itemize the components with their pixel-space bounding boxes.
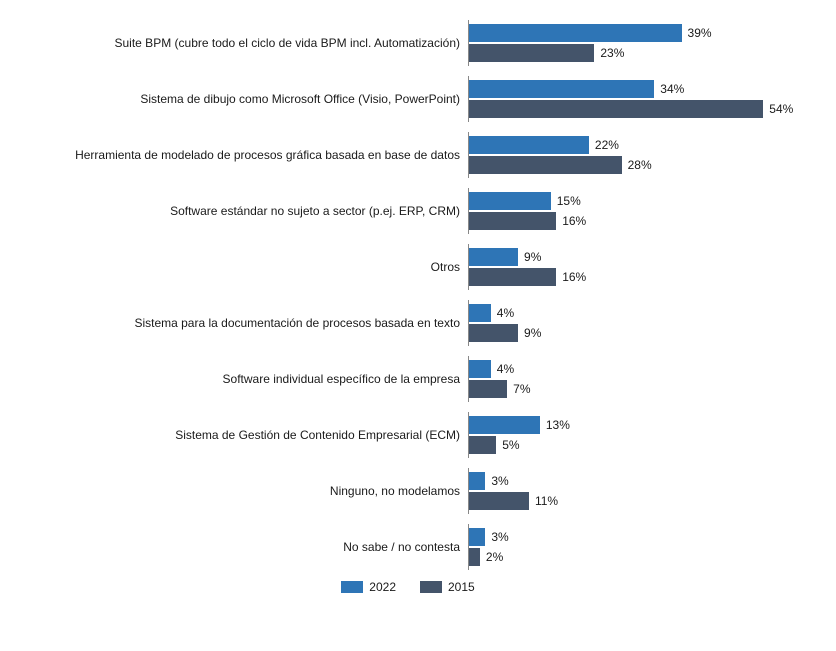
value-label: 11% xyxy=(535,494,558,508)
bar-rect xyxy=(469,156,622,174)
bar-2015: 11% xyxy=(469,492,796,510)
legend-swatch xyxy=(341,581,363,593)
bar-2022: 3% xyxy=(469,528,796,546)
bar-rect xyxy=(469,268,556,286)
bars-cell: 13% 5% xyxy=(468,412,796,458)
legend-swatch xyxy=(420,581,442,593)
bar-2015: 28% xyxy=(469,156,796,174)
legend-label: 2015 xyxy=(448,580,475,594)
bar-rect xyxy=(469,416,540,434)
bar-2022: 15% xyxy=(469,192,796,210)
bar-rect xyxy=(469,436,496,454)
value-label: 54% xyxy=(769,102,793,116)
value-label: 5% xyxy=(502,438,519,452)
bars-cell: 39% 23% xyxy=(468,20,796,66)
legend-item-2022: 2022 xyxy=(341,580,396,594)
bar-rect xyxy=(469,324,518,342)
value-label: 4% xyxy=(497,362,514,376)
value-label: 3% xyxy=(491,530,508,544)
category-label: Sistema para la documentación de proceso… xyxy=(20,300,468,346)
value-label: 23% xyxy=(600,46,624,60)
bar-rect xyxy=(469,136,589,154)
bar-2022: 34% xyxy=(469,80,796,98)
value-label: 2% xyxy=(486,550,503,564)
chart-row: Sistema de dibujo como Microsoft Office … xyxy=(20,76,796,122)
chart-row: Herramienta de modelado de procesos gráf… xyxy=(20,132,796,178)
bar-2022: 39% xyxy=(469,24,796,42)
chart-row: Suite BPM (cubre todo el ciclo de vida B… xyxy=(20,20,796,66)
bar-rect xyxy=(469,380,507,398)
category-label: Suite BPM (cubre todo el ciclo de vida B… xyxy=(20,20,468,66)
value-label: 9% xyxy=(524,326,541,340)
category-label: Sistema de Gestión de Contenido Empresar… xyxy=(20,412,468,458)
bar-rect xyxy=(469,212,556,230)
bar-chart: Suite BPM (cubre todo el ciclo de vida B… xyxy=(0,0,836,651)
bar-2022: 13% xyxy=(469,416,796,434)
value-label: 13% xyxy=(546,418,570,432)
bars-cell: 15%16% xyxy=(468,188,796,234)
bar-rect xyxy=(469,360,491,378)
bar-rect xyxy=(469,44,594,62)
bar-2015: 7% xyxy=(469,380,796,398)
bar-2015: 16% xyxy=(469,212,796,230)
category-label: No sabe / no contesta xyxy=(20,524,468,570)
bar-2015: 2% xyxy=(469,548,796,566)
bar-rect xyxy=(469,24,682,42)
chart-row: Software estándar no sujeto a sector (p.… xyxy=(20,188,796,234)
value-label: 7% xyxy=(513,382,530,396)
category-label: Software estándar no sujeto a sector (p.… xyxy=(20,188,468,234)
bar-rect xyxy=(469,472,485,490)
chart-row: Software individual específico de la emp… xyxy=(20,356,796,402)
value-label: 28% xyxy=(628,158,652,172)
bars-cell: 4%7% xyxy=(468,356,796,402)
bar-2015: 9% xyxy=(469,324,796,342)
bar-rect xyxy=(469,248,518,266)
category-label: Ninguno, no modelamos xyxy=(20,468,468,514)
category-label: Sistema de dibujo como Microsoft Office … xyxy=(20,76,468,122)
bar-2022: 3% xyxy=(469,472,796,490)
value-label: 16% xyxy=(562,270,586,284)
bar-rect xyxy=(469,528,485,546)
bar-2015: 5% xyxy=(469,436,796,454)
value-label: 9% xyxy=(524,250,541,264)
legend-item-2015: 2015 xyxy=(420,580,475,594)
bar-rect xyxy=(469,192,551,210)
bar-2022: 4% xyxy=(469,360,796,378)
bar-rect xyxy=(469,100,763,118)
value-label: 22% xyxy=(595,138,619,152)
bar-2015: 16% xyxy=(469,268,796,286)
chart-row: Otros 9% 16% xyxy=(20,244,796,290)
legend-label: 2022 xyxy=(369,580,396,594)
bar-rect xyxy=(469,80,654,98)
value-label: 3% xyxy=(491,474,508,488)
bars-cell: 22% 28% xyxy=(468,132,796,178)
value-label: 15% xyxy=(557,194,581,208)
bar-2022: 22% xyxy=(469,136,796,154)
bars-cell: 3%2% xyxy=(468,524,796,570)
bars-cell: 3% 11% xyxy=(468,468,796,514)
bar-2015: 23% xyxy=(469,44,796,62)
value-label: 39% xyxy=(688,26,712,40)
chart-legend: 2022 2015 xyxy=(20,580,796,594)
chart-plot-area: Suite BPM (cubre todo el ciclo de vida B… xyxy=(20,20,796,570)
category-label: Otros xyxy=(20,244,468,290)
bar-rect xyxy=(469,304,491,322)
bar-rect xyxy=(469,492,529,510)
bar-rect xyxy=(469,548,480,566)
bar-2022: 4% xyxy=(469,304,796,322)
bars-cell: 34% 54% xyxy=(468,76,796,122)
value-label: 4% xyxy=(497,306,514,320)
bars-cell: 9% 16% xyxy=(468,244,796,290)
chart-row: No sabe / no contesta3%2% xyxy=(20,524,796,570)
bar-2022: 9% xyxy=(469,248,796,266)
value-label: 34% xyxy=(660,82,684,96)
bars-cell: 4% 9% xyxy=(468,300,796,346)
chart-row: Ninguno, no modelamos 3% 11% xyxy=(20,468,796,514)
value-label: 16% xyxy=(562,214,586,228)
category-label: Software individual específico de la emp… xyxy=(20,356,468,402)
bar-2015: 54% xyxy=(469,100,796,118)
category-label: Herramienta de modelado de procesos gráf… xyxy=(20,132,468,178)
chart-row: Sistema de Gestión de Contenido Empresar… xyxy=(20,412,796,458)
chart-row: Sistema para la documentación de proceso… xyxy=(20,300,796,346)
